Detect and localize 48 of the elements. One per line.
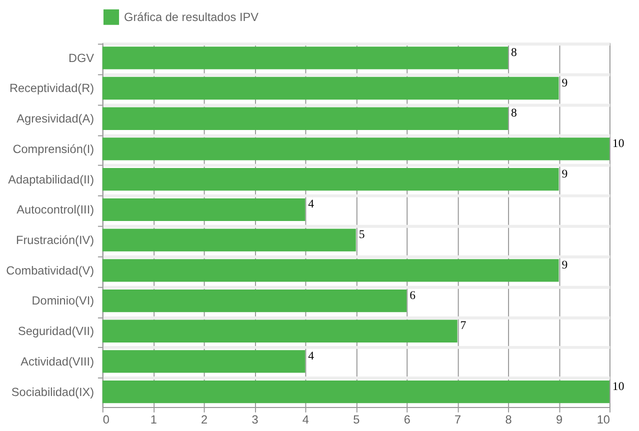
data-label: 10	[612, 136, 624, 150]
bar	[102, 259, 559, 282]
x-tick-label: 10	[596, 412, 610, 426]
y-tick-label: Comprensión(I)	[12, 142, 94, 156]
y-tick-label: Actividad(VIII)	[20, 354, 94, 368]
data-label: 6	[410, 288, 416, 302]
x-tick-label: 4	[302, 412, 310, 426]
data-label: 9	[562, 257, 568, 272]
data-label: 9	[562, 166, 568, 180]
bar	[102, 198, 306, 222]
bar	[102, 380, 610, 404]
bar	[102, 76, 559, 100]
y-tick-label: Sociabilidad(IX)	[11, 384, 94, 399]
x-tick-label: 8	[505, 412, 512, 426]
x-tick-label: 2	[201, 412, 208, 426]
y-tick-label: Combatividad(V)	[6, 263, 94, 278]
data-label: 4	[308, 348, 314, 363]
x-tick-label: 5	[353, 412, 360, 426]
bar	[102, 107, 508, 130]
x-tick-label: 6	[404, 412, 411, 426]
y-tick-label: DGV	[68, 50, 94, 65]
bar	[102, 289, 407, 312]
y-tick-label: Adaptabilidad(II)	[8, 172, 94, 186]
bar	[102, 138, 610, 160]
data-label: 8	[511, 44, 518, 59]
data-label: 8	[511, 106, 518, 120]
x-tick-label: 7	[454, 412, 462, 426]
data-label: 4	[308, 196, 314, 211]
x-tick-label: 3	[252, 412, 259, 426]
bar	[102, 228, 356, 252]
data-label: 5	[358, 227, 365, 242]
y-tick-label: Autocontrol(III)	[16, 202, 94, 217]
data-label: 9	[562, 75, 568, 90]
bar	[102, 168, 559, 191]
legend-label: Gráfica de resultados IPV	[124, 10, 259, 24]
data-label: 10	[612, 378, 624, 393]
y-tick-label: Seguridad(VII)	[18, 324, 94, 338]
bar	[102, 350, 306, 373]
y-tick-label: Frustración(IV)	[16, 232, 94, 247]
y-tick-label: Dominio(VI)	[32, 294, 94, 308]
y-tick-label: Agresividad(A)	[16, 112, 94, 126]
bar	[102, 320, 458, 342]
x-tick-label: 9	[556, 412, 563, 426]
x-tick-label: 0	[102, 412, 110, 426]
x-tick-label: 1	[150, 412, 157, 426]
bar	[102, 46, 508, 70]
y-tick-label: Receptividad(R)	[9, 81, 94, 96]
data-label: 7	[460, 318, 466, 332]
